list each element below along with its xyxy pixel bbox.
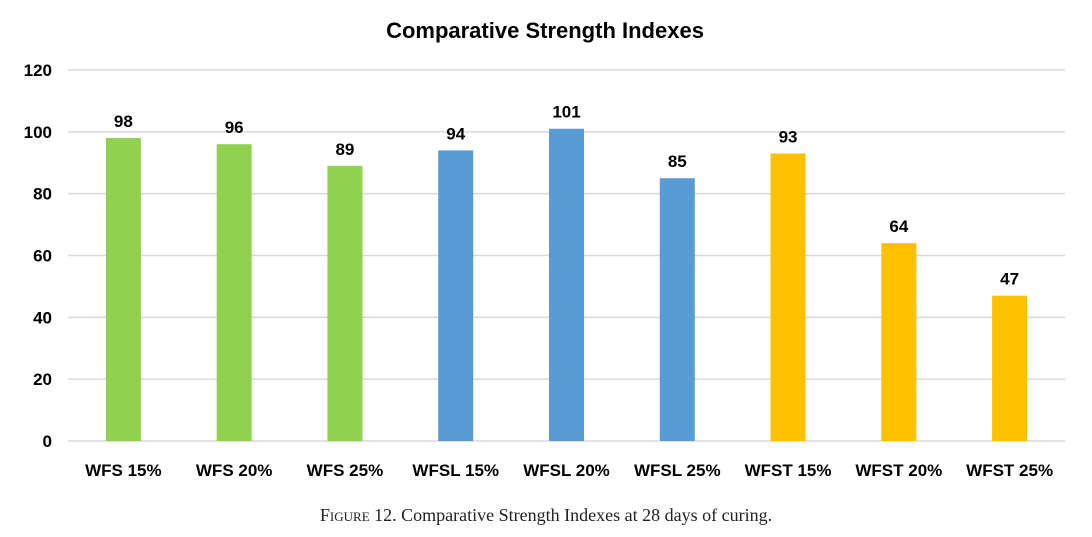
- x-category-label: WFS 25%: [307, 461, 384, 480]
- x-category-label: WFSL 25%: [634, 461, 721, 480]
- bar-2: [327, 165, 363, 441]
- figure-caption-text: . Comparative Strength Indexes at 28 day…: [392, 505, 773, 525]
- data-label: 64: [889, 217, 908, 236]
- x-axis-category-labels: WFS 15% WFS 20% WFS 25% WFSL 15% WFSL 20% WFS…: [85, 461, 1053, 480]
- figure-number: Figure 12: [319, 505, 393, 525]
- data-label: 94: [446, 124, 465, 143]
- x-category-label: WFSL 15%: [412, 461, 499, 480]
- y-tick-label: 0: [43, 432, 52, 451]
- bar-0: [105, 138, 141, 441]
- x-category-label: WFST 15%: [745, 461, 832, 480]
- x-category-label: WFST 25%: [966, 461, 1053, 480]
- y-tick-label: 40: [33, 308, 52, 327]
- data-label: 101: [552, 103, 580, 122]
- chart-title: Comparative Strength Indexes: [386, 18, 704, 43]
- bar-3: [438, 150, 474, 441]
- y-tick-label: 120: [24, 61, 52, 80]
- x-category-label: WFS 20%: [196, 461, 273, 480]
- data-label: 85: [668, 152, 687, 171]
- data-label: 47: [1000, 270, 1019, 289]
- bars: [105, 128, 1028, 442]
- bar-4: [549, 128, 584, 441]
- bar-7: [881, 243, 917, 441]
- bar-1: [216, 144, 252, 441]
- bar-5: [659, 178, 695, 442]
- data-label: 93: [779, 127, 798, 146]
- bar-8: [992, 295, 1028, 441]
- x-category-label: WFS 15%: [85, 461, 162, 480]
- y-tick-label: 80: [33, 185, 52, 204]
- y-axis-tick-labels: 0 20 40 60 80 100 120: [24, 61, 52, 451]
- data-label: 98: [114, 112, 133, 131]
- data-labels: 98 96 89 94 101 85 93 64 47: [114, 103, 1019, 289]
- y-tick-label: 60: [33, 247, 52, 266]
- x-category-label: WFST 20%: [855, 461, 942, 480]
- figure-caption: Figure 12. Comparative Strength Indexes …: [0, 505, 1092, 526]
- data-label: 96: [225, 118, 244, 137]
- data-label: 89: [335, 140, 354, 159]
- x-category-label: WFSL 20%: [523, 461, 610, 480]
- bar-6: [770, 153, 806, 441]
- y-tick-label: 20: [33, 370, 52, 389]
- y-tick-label: 100: [24, 123, 52, 142]
